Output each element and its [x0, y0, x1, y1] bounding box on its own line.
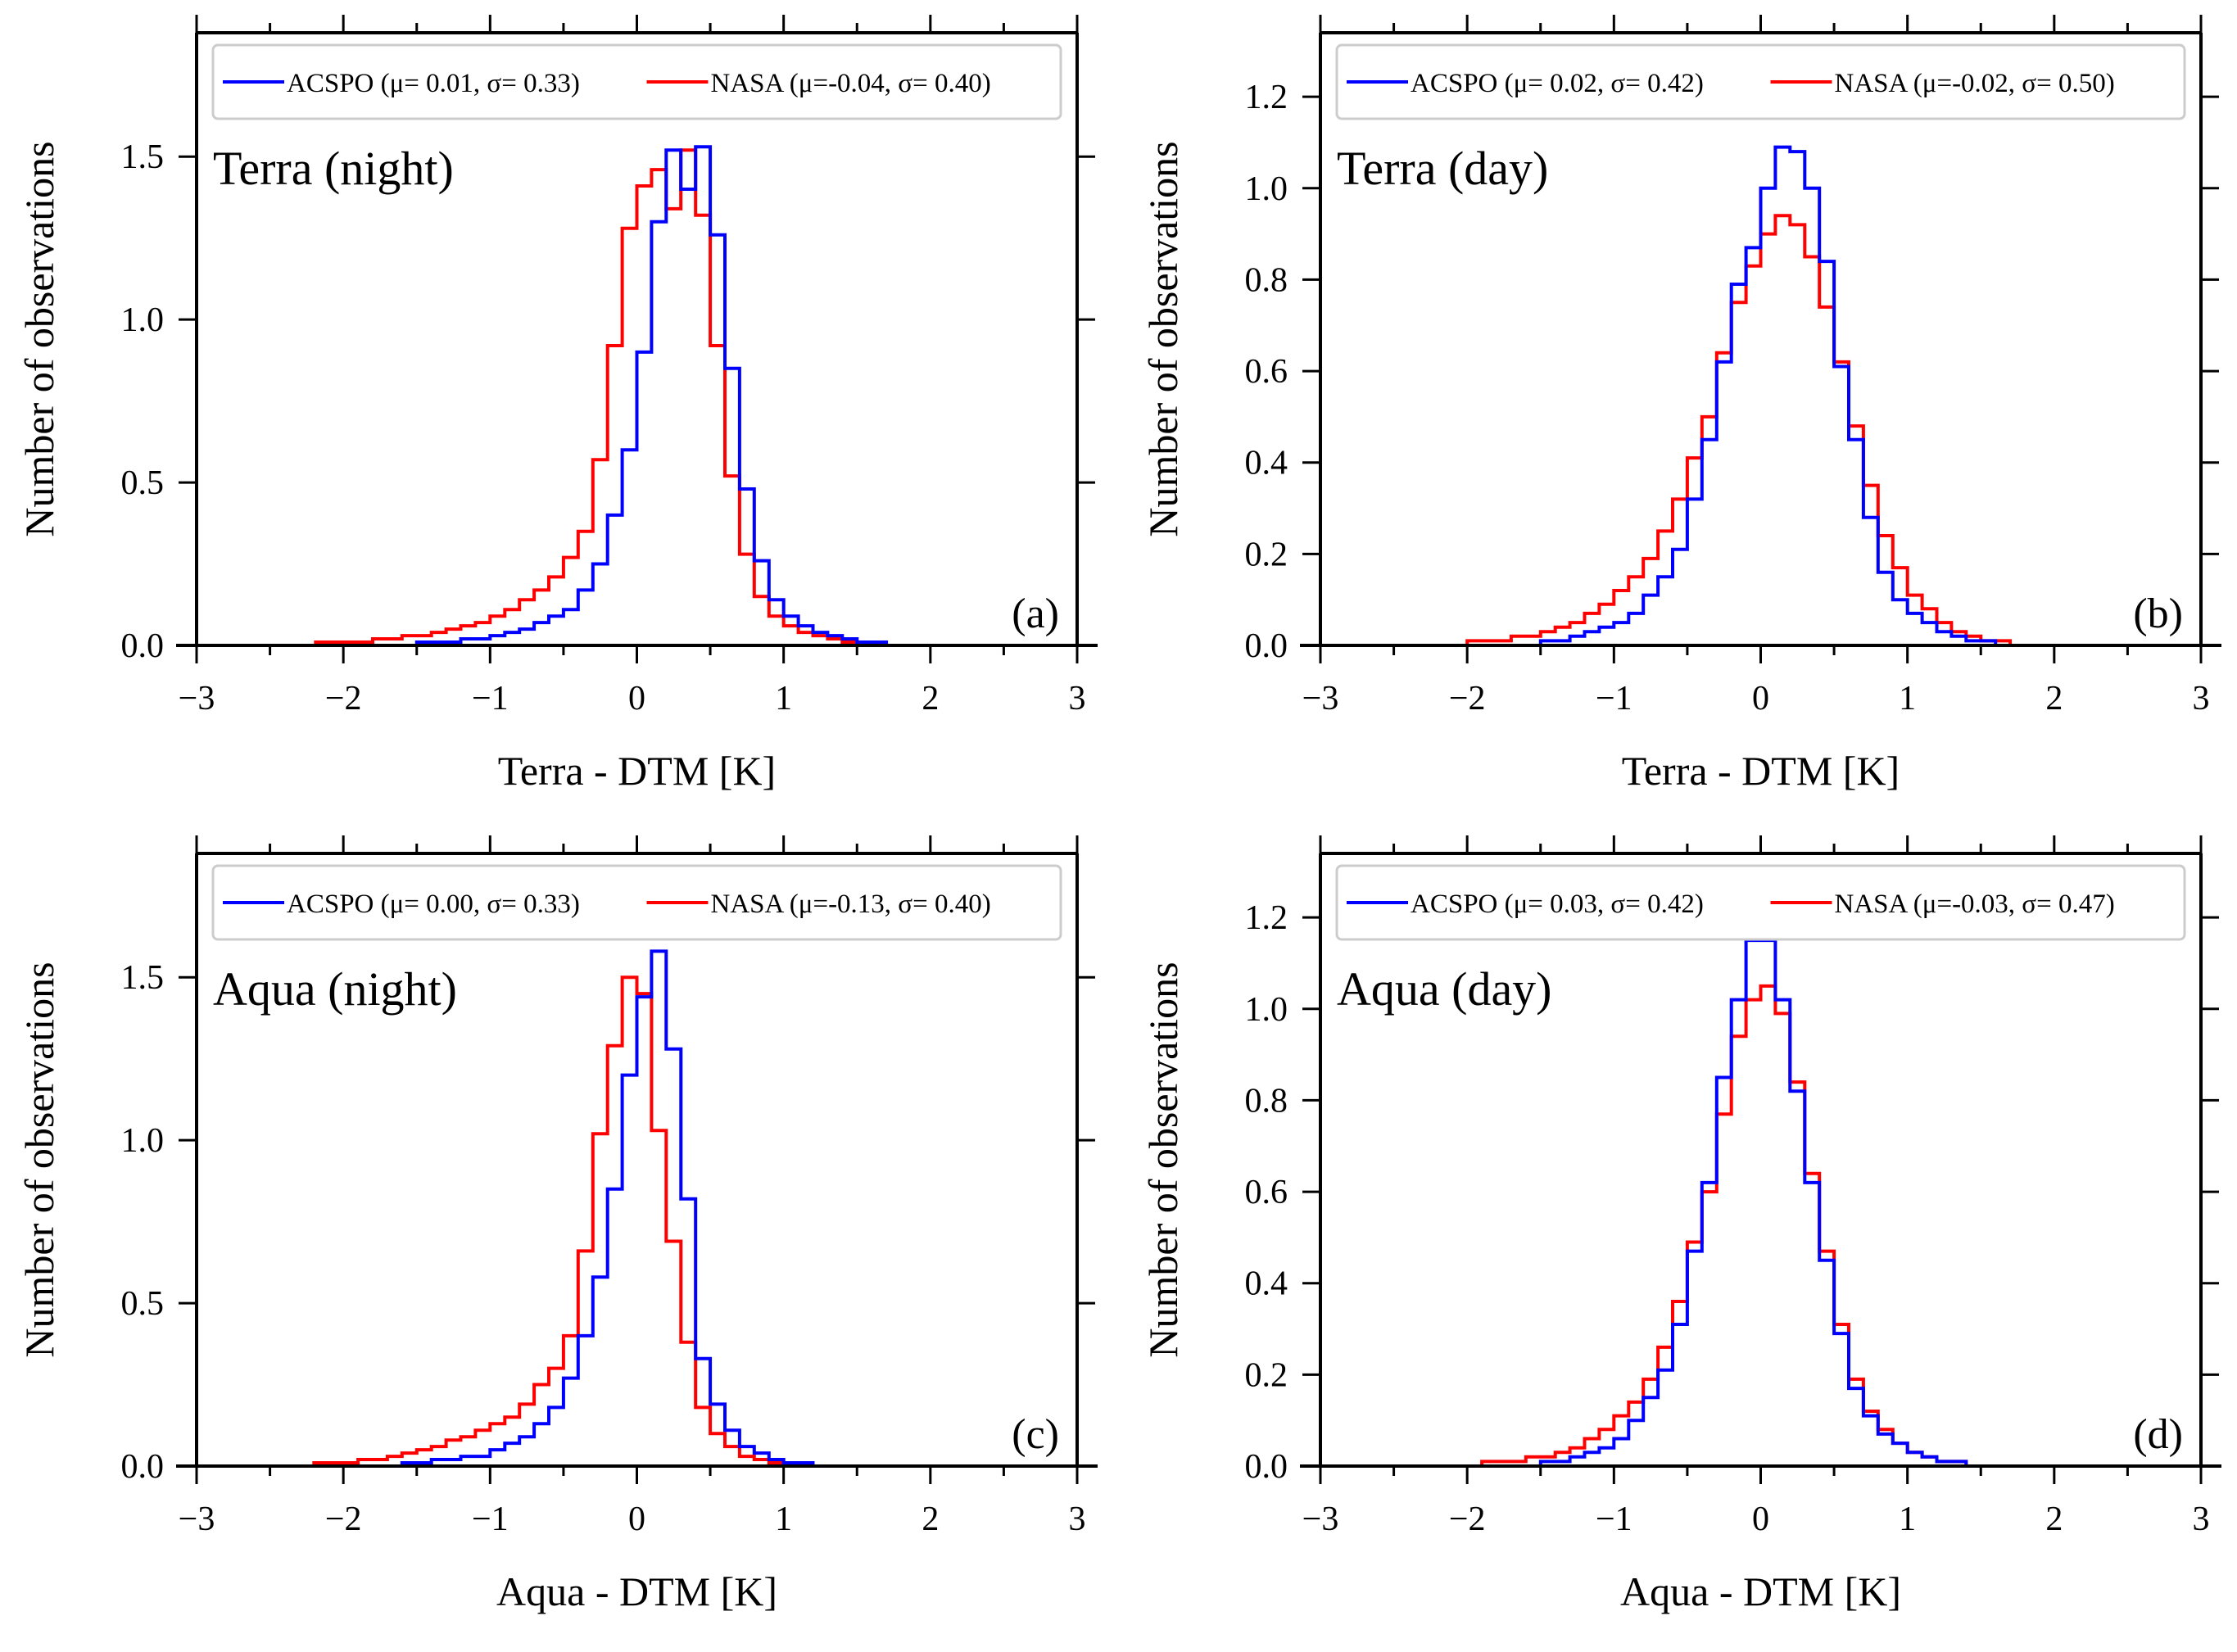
x-tick-label: 3 [1069, 1500, 1086, 1538]
legend: ACSPO (μ= 0.02, σ= 0.42) NASA (μ=-0.02, σ… [1335, 43, 2186, 120]
y-axis-label: Number of observations [16, 962, 62, 1357]
x-tick-label: 1 [1899, 1500, 1916, 1538]
x-axis-label: Aqua - DTM [K] [1620, 1568, 1901, 1614]
y-tick-label: 1.0 [121, 301, 165, 339]
x-tick-label: 0 [1752, 680, 1769, 717]
series-line-acspo [314, 145, 901, 647]
x-tick-label: 1 [775, 680, 792, 717]
y-tick-label: 1.5 [121, 959, 165, 997]
x-tick-label: −3 [179, 1500, 215, 1538]
legend: ACSPO (μ= 0.00, σ= 0.33) NASA (μ=-0.13, σ… [211, 864, 1062, 941]
series-line-nasa [314, 148, 901, 647]
y-tick-label: 0.5 [121, 464, 165, 502]
x-tick-label: 0 [628, 680, 645, 717]
legend-entry-acspo: ACSPO (μ= 0.03, σ= 0.42) [1411, 889, 1704, 919]
panel-a: −3 −2 −1 0 1 2 3 0.0 0.5 1.0 1.5 Terra - DTM [K] Num… [16, 15, 1098, 794]
panel-d: −3 −2 −1 0 1 2 3 0.0 0.2 0.4 0.6 0.8 1.0 1.2 Aqua - DT… [1140, 835, 2221, 1614]
y-tick-label: 0.0 [1245, 627, 1288, 665]
series-line-acspo [1452, 939, 2040, 1468]
legend-entry-acspo: ACSPO (μ= 0.00, σ= 0.33) [287, 889, 580, 919]
y-axis-label: Number of observations [1140, 141, 1186, 536]
x-axis-label: Terra - DTM [K] [1622, 748, 1900, 794]
panel-title: Aqua (night) [213, 962, 457, 1016]
y-tick-label: 0.6 [1245, 353, 1288, 391]
x-tick-label: −1 [472, 1500, 509, 1538]
panel-b: −3 −2 −1 0 1 2 3 0.0 0.2 0.4 0.6 0.8 1.0 1.2 Terra - D… [1140, 15, 2221, 794]
legend-box [1335, 43, 2186, 120]
legend-entry-acspo: ACSPO (μ= 0.01, σ= 0.33) [287, 69, 580, 98]
series-line-nasa [299, 975, 858, 1468]
x-tick-label: 2 [922, 1500, 939, 1538]
legend-entry-nasa: NASA (μ=-0.02, σ= 0.50) [1835, 69, 2115, 98]
x-tick-label: 3 [2193, 680, 2210, 717]
y-tick-label: 1.2 [1245, 79, 1288, 116]
x-tick-label: −1 [1596, 1500, 1632, 1538]
legend-entry-nasa: NASA (μ=-0.04, σ= 0.40) [711, 69, 991, 98]
x-tick-label: −1 [1596, 680, 1632, 717]
y-axis-label: Number of observations [1140, 962, 1186, 1357]
legend-box [211, 43, 1062, 120]
y-tick-label: 0.5 [121, 1285, 165, 1323]
y-axis-label: Number of observations [16, 141, 62, 536]
x-tick-label: −3 [1302, 1500, 1339, 1538]
x-tick-label: −2 [325, 1500, 362, 1538]
y-tick-label: 0.0 [121, 627, 165, 665]
x-tick-label: 0 [1752, 1500, 1769, 1538]
y-tick-label: 1.5 [121, 138, 165, 176]
x-tick-label: −1 [472, 680, 509, 717]
legend: ACSPO (μ= 0.01, σ= 0.33) NASA (μ=-0.04, σ… [211, 43, 1062, 120]
x-tick-label: −3 [179, 680, 215, 717]
legend-box [1335, 864, 2186, 941]
x-tick-label: 0 [628, 1500, 645, 1538]
x-tick-label: 3 [1069, 680, 1086, 717]
x-axis-label: Aqua - DTM [K] [496, 1568, 777, 1614]
y-tick-label: 0.2 [1245, 536, 1288, 573]
panel-letter: (a) [1012, 591, 1059, 637]
x-tick-label: 3 [2193, 1500, 2210, 1538]
legend: ACSPO (μ= 0.03, σ= 0.42) NASA (μ=-0.03, σ… [1335, 864, 2186, 941]
x-tick-label: 1 [775, 1500, 792, 1538]
y-tick-label: 0.6 [1245, 1174, 1288, 1211]
x-tick-label: 2 [2045, 1500, 2063, 1538]
y-tick-label: 1.0 [121, 1122, 165, 1160]
y-tick-label: 0.0 [121, 1448, 165, 1486]
series-line-nasa [1452, 984, 2040, 1468]
y-tick-label: 0.4 [1245, 445, 1288, 482]
y-tick-label: 0.0 [1245, 1448, 1288, 1486]
x-tick-label: 2 [922, 680, 939, 717]
legend-entry-acspo: ACSPO (μ= 0.02, σ= 0.42) [1411, 69, 1704, 98]
x-tick-label: −2 [1449, 1500, 1486, 1538]
series-line-acspo [299, 949, 858, 1468]
y-tick-label: 1.0 [1245, 991, 1288, 1029]
panel-letter: (b) [2133, 591, 2183, 637]
x-tick-label: 2 [2045, 680, 2063, 717]
panel-title: Terra (night) [213, 142, 454, 195]
y-tick-label: 0.8 [1245, 1082, 1288, 1120]
y-tick-label: 0.8 [1245, 261, 1288, 299]
y-tick-label: 1.0 [1245, 170, 1288, 208]
panel-title: Aqua (day) [1337, 962, 1552, 1016]
panel-title: Terra (day) [1337, 142, 1548, 195]
series-line-acspo [1423, 145, 2084, 647]
panel-letter: (c) [1012, 1411, 1059, 1458]
legend-entry-nasa: NASA (μ=-0.03, σ= 0.47) [1835, 889, 2115, 919]
x-tick-label: 1 [1899, 680, 1916, 717]
x-tick-label: −2 [325, 680, 362, 717]
legend-entry-nasa: NASA (μ=-0.13, σ= 0.40) [711, 889, 991, 919]
x-axis-label: Terra - DTM [K] [498, 748, 776, 794]
series-line-nasa [1423, 214, 2084, 647]
x-tick-label: −3 [1302, 680, 1339, 717]
panel-c: −3 −2 −1 0 1 2 3 0.0 0.5 1.0 1.5 Aqua - DTM [K] Numb… [16, 835, 1098, 1614]
y-tick-label: 0.4 [1245, 1265, 1288, 1303]
x-tick-label: −2 [1449, 680, 1486, 717]
panel-letter: (d) [2133, 1411, 2183, 1458]
y-tick-label: 0.2 [1245, 1356, 1288, 1394]
y-tick-label: 1.2 [1245, 899, 1288, 937]
legend-box [211, 864, 1062, 941]
